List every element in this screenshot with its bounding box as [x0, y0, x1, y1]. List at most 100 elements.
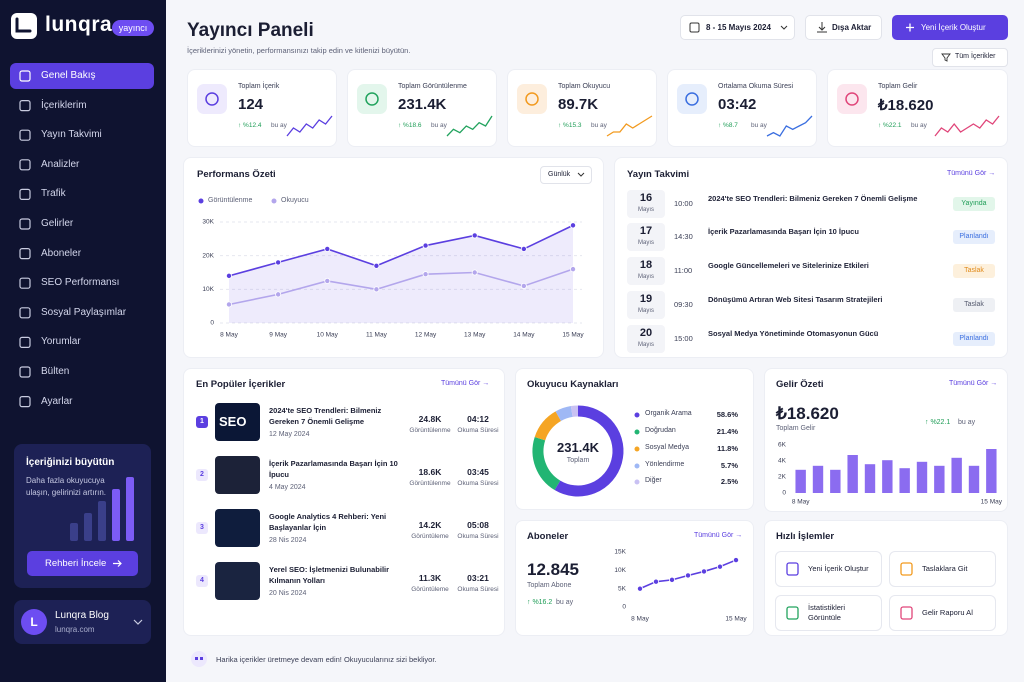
popular-title: Google Analytics 4 Rehberi: Yeni Başlaya…: [269, 512, 387, 532]
period-select[interactable]: [540, 166, 592, 184]
stat-icon-bg: [357, 84, 387, 114]
badge: yayıncı: [112, 20, 154, 36]
rank: 3: [196, 522, 208, 534]
card-title: Aboneler: [527, 531, 569, 542]
stat-period: bu ay: [591, 122, 607, 129]
revenue-change: ↑ %22.1: [925, 419, 951, 426]
popular-date: 12 May 2024: [269, 431, 310, 438]
read-time: 03:21: [467, 573, 489, 583]
date-day: 16: [639, 192, 653, 204]
date-month: Mayıs: [637, 207, 654, 213]
legend-label: Okuyucu: [281, 197, 309, 204]
date-box: [627, 190, 665, 218]
thumbnail-label: SEO: [219, 414, 247, 429]
stat-change: ↑ %15.3: [558, 122, 582, 129]
stat-icon-bg: [677, 84, 707, 114]
rank: 4: [196, 575, 208, 587]
menu-item[interactable]: Sosyal Paylaşımlar: [41, 306, 127, 318]
logo-mark: [11, 13, 37, 39]
status: Taslak: [953, 264, 995, 278]
stat-period: bu ay: [271, 122, 287, 129]
date-day: 19: [639, 293, 653, 305]
stat-icon-bg: [837, 84, 867, 114]
legend-value: 5.7%: [720, 461, 738, 470]
subscribers-change: ↑ %16.2: [527, 599, 553, 606]
menu-item[interactable]: Genel Bakış: [41, 70, 96, 81]
avatar: L: [21, 609, 47, 635]
views: 24.8K: [418, 414, 442, 424]
date-month: Mayıs: [637, 274, 654, 280]
card-link[interactable]: Tümünü Gör →: [441, 380, 490, 387]
time: 10:00: [674, 199, 693, 208]
menu-item[interactable]: Trafik: [41, 188, 66, 200]
menu-item[interactable]: Aboneler: [41, 247, 82, 259]
card-title: En Popüler İçerikler: [196, 379, 286, 390]
revenue-period: bu ay: [958, 419, 976, 426]
read-time-label: Okuma Süresi: [457, 533, 499, 540]
revenue-total-label: Toplam Gelir: [776, 425, 816, 432]
stat-label: Toplam İçerik: [238, 83, 280, 90]
stat-value: 124: [238, 96, 264, 113]
quick-action-label: Yeni İçerik Oluştur: [808, 564, 869, 573]
footer-badge: [191, 651, 207, 667]
card-link[interactable]: Tümünü Gör →: [947, 170, 996, 177]
export-button[interactable]: [805, 15, 882, 40]
card-link[interactable]: Tümünü Gör →: [949, 380, 998, 387]
time: 15:00: [674, 334, 693, 343]
thumbnail: [215, 509, 260, 547]
menu-item[interactable]: Analizler: [41, 158, 80, 170]
create-label: Yeni İçerik Oluştur: [921, 23, 986, 32]
read-time: 04:12: [467, 414, 489, 424]
thumbnail: [215, 403, 260, 441]
promo-title: İçeriğinizi büyütün: [26, 457, 115, 468]
date-box: [627, 257, 665, 285]
stat-label: Toplam Gelir: [878, 83, 918, 90]
stat-label: Toplam Okuyucu: [558, 83, 611, 90]
stat-period: bu ay: [911, 122, 927, 129]
views-label: Görüntülenme: [409, 427, 451, 434]
subscribers-total-label: Toplam Abone: [527, 582, 572, 589]
popular-date: 4 May 2024: [269, 484, 306, 491]
views-label: Görüntüleme: [411, 533, 449, 540]
card-title: Okuyucu Kaynakları: [527, 379, 619, 390]
promo-text: Daha fazla okuyucuya ulaşın, gelirinizi …: [26, 476, 107, 497]
stat-label: Ortalama Okuma Süresi: [718, 83, 794, 90]
menu-item[interactable]: Yorumlar: [41, 336, 81, 348]
card-link[interactable]: Tümünü Gör →: [694, 532, 743, 539]
filter-button[interactable]: [932, 48, 1008, 67]
quick-action-label: Gelir Raporu Al: [922, 608, 973, 617]
date-day: 18: [639, 259, 653, 271]
date-label: 8 - 15 Mayıs 2024: [706, 23, 771, 32]
menu-item[interactable]: Ayarlar: [41, 395, 73, 407]
read-time: 03:45: [467, 467, 489, 477]
rank: 1: [196, 416, 208, 428]
date-day: 20: [639, 327, 653, 339]
footer-text: Harika içerikler üretmeye devam edin! Ok…: [216, 655, 437, 664]
views-label: Görüntüleme: [411, 586, 449, 593]
legend-label: Diğer: [645, 477, 662, 484]
page-subtitle: İçeriklerinizi yönetin, performansınızı …: [187, 46, 411, 55]
legend-label: Yönlendirme: [645, 461, 685, 468]
status: Yayında: [953, 197, 995, 211]
views: 14.2K: [418, 520, 442, 530]
legend-label: Görüntülenme: [208, 197, 253, 204]
filter-label: Tüm İçerikler: [955, 53, 996, 60]
donut-total-label: Toplam: [566, 457, 590, 464]
menu-item[interactable]: SEO Performansı: [41, 277, 120, 289]
menu-active-bg: [10, 63, 154, 89]
popular-title: Yerel SEO: İşletmenizi Bulunabilir Kılma…: [269, 565, 390, 585]
views: 11.3K: [418, 573, 442, 583]
menu-item[interactable]: Bülten: [41, 366, 70, 377]
date-box: [627, 223, 665, 251]
popular-date: 28 Nis 2024: [269, 537, 307, 544]
read-time-label: Okuma Süresi: [457, 586, 499, 593]
revenue-total: ₺18.620: [776, 404, 839, 423]
menu-item[interactable]: Gelirler: [41, 218, 74, 229]
legend-value: 11.8%: [717, 444, 738, 453]
card-title: Hızlı İşlemler: [776, 531, 835, 542]
stat-value: 03:42: [718, 96, 757, 113]
menu-item[interactable]: Yayın Takvimi: [41, 129, 102, 141]
menu-item[interactable]: İçeriklerim: [41, 99, 87, 111]
stat-icon-bg: [517, 84, 547, 114]
